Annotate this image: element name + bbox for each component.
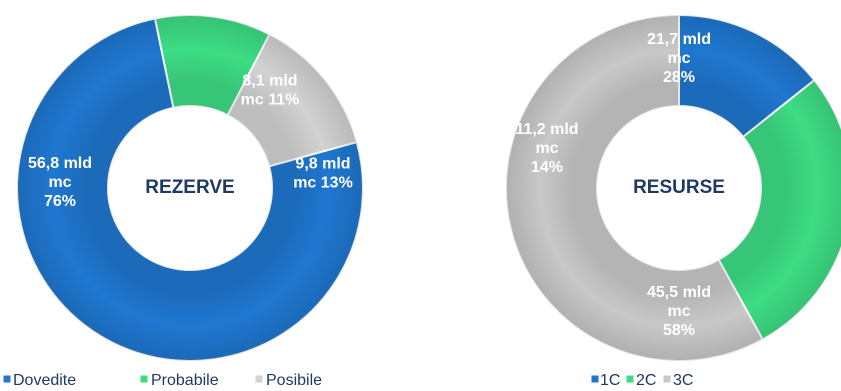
resurse-legend: 1C 2C 3C	[590, 372, 693, 389]
legend-swatch-3c	[662, 374, 672, 384]
legend-swatch-2c	[625, 374, 635, 384]
data-label-dovedite: 56,8 mld mc 76%	[28, 155, 92, 210]
legend-label-dovedite: Dovedite	[13, 372, 76, 389]
legend-item-posibile[interactable]: Posibile	[254, 372, 322, 389]
data-label-2c: 21,7 mld mc 28%	[647, 31, 711, 86]
legend-swatch-dovedite	[2, 374, 12, 384]
rezerve-center-title: REZERVE	[145, 177, 234, 198]
legend-item-3c[interactable]: 3C	[662, 372, 693, 389]
legend-label-probabile: Probabile	[151, 372, 219, 389]
legend-swatch-probabile	[139, 374, 149, 384]
legend-item-2c[interactable]: 2C	[625, 372, 656, 389]
data-label-probabile: 8,1 mld mc 11%	[241, 73, 300, 109]
data-label-posibile: 9,8 mld mc 13%	[293, 156, 353, 192]
legend-swatch-1c	[590, 374, 600, 384]
legend-item-dovedite[interactable]: Dovedite	[2, 372, 76, 389]
legend-item-probabile[interactable]: Probabile	[139, 372, 219, 389]
legend-item-1c[interactable]: 1C	[590, 372, 620, 389]
legend-label-2c: 2C	[636, 372, 656, 389]
legend-swatch-posibile	[254, 374, 264, 384]
legend-label-1c: 1C	[600, 372, 620, 389]
legend-label-3c: 3C	[673, 372, 693, 389]
legend-label-posibile: Posibile	[266, 372, 322, 389]
data-label-3c: 45,5 mld mc 58%	[647, 284, 711, 339]
rezerve-legend: Dovedite Probabile Posibile	[2, 372, 322, 389]
data-label-1c: 11,2 mld mc 14%	[515, 121, 578, 176]
resurse-center-title: RESURSE	[633, 177, 725, 198]
